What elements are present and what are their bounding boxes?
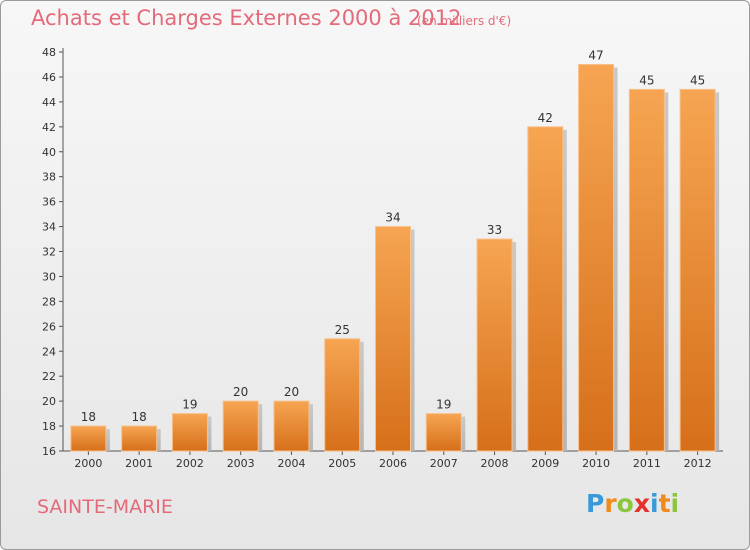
- bar-value-label: 20: [233, 385, 248, 399]
- x-tick-label: 2008: [481, 457, 509, 470]
- x-tick-label: 2009: [531, 457, 559, 470]
- bar-2001: [121, 425, 158, 452]
- bar-2000: [70, 425, 107, 452]
- y-tick-label: 24: [42, 345, 56, 358]
- y-tick-label: 48: [42, 46, 56, 59]
- bar-value-label: 34: [385, 211, 400, 225]
- y-tick-label: 16: [42, 445, 56, 458]
- bar-2007: [425, 413, 462, 452]
- bar-2011: [628, 88, 665, 452]
- bar-value-label: 19: [436, 398, 451, 412]
- y-tick-label: 36: [42, 196, 56, 209]
- y-tick-label: 38: [42, 171, 56, 184]
- logo-letter: x: [633, 489, 650, 518]
- chart-subtitle: (en milliers d'€): [417, 14, 512, 28]
- bar-2004: [273, 400, 310, 452]
- bar-value-label: 19: [182, 398, 197, 412]
- bar-2008: [476, 238, 513, 452]
- x-tick-label: 2010: [582, 457, 610, 470]
- y-tick-label: 46: [42, 71, 56, 84]
- x-tick-label: 2011: [633, 457, 661, 470]
- y-tick-label: 42: [42, 121, 56, 134]
- logo-letter: o: [616, 489, 634, 518]
- x-tick-label: 2006: [379, 457, 407, 470]
- x-tick-label: 2012: [684, 457, 712, 470]
- proxiti-logo: Proxiti: [586, 489, 679, 518]
- y-tick-label: 34: [42, 221, 56, 234]
- bar-value-label: 20: [284, 385, 299, 399]
- logo-letter: i: [650, 489, 659, 518]
- y-tick-label: 30: [42, 270, 56, 283]
- y-tick-label: 22: [42, 370, 56, 383]
- x-tick-label: 2002: [176, 457, 204, 470]
- x-tick-label: 2004: [277, 457, 305, 470]
- bar-2002: [171, 413, 208, 452]
- y-tick-label: 20: [42, 395, 56, 408]
- logo-letter: i: [670, 489, 680, 518]
- x-tick-label: 2003: [227, 457, 255, 470]
- bar-2009: [527, 126, 564, 452]
- bar-value-label: 18: [132, 410, 147, 424]
- bar-2005: [324, 338, 361, 452]
- bar-value-label: 25: [335, 323, 350, 337]
- logo-letter: t: [658, 489, 671, 518]
- bar-2010: [578, 63, 615, 452]
- bar-value-label: 45: [639, 73, 654, 87]
- bar-2012: [679, 88, 716, 452]
- bar-value-label: 18: [81, 410, 96, 424]
- x-tick-label: 2007: [430, 457, 458, 470]
- y-tick-label: 28: [42, 295, 56, 308]
- x-tick-label: 2001: [125, 457, 153, 470]
- x-tick-label: 2000: [74, 457, 102, 470]
- y-tick-label: 32: [42, 246, 56, 259]
- y-tick-label: 44: [42, 96, 56, 109]
- bar-value-label: 45: [690, 73, 705, 87]
- chart-title: Achats et Charges Externes 2000 à 2012: [31, 6, 462, 30]
- bar-value-label: 33: [487, 223, 502, 237]
- logo-letter: r: [604, 489, 617, 518]
- bar-value-label: 42: [538, 111, 553, 125]
- bar-2003: [222, 400, 259, 452]
- logo-letter: P: [586, 489, 605, 518]
- y-tick-label: 18: [42, 420, 56, 433]
- x-tick-label: 2005: [328, 457, 356, 470]
- bar-value-label: 47: [588, 48, 603, 62]
- commune-name: SAINTE-MARIE: [37, 496, 173, 518]
- y-tick-label: 26: [42, 320, 56, 333]
- y-tick-label: 40: [42, 146, 56, 159]
- bar-2006: [375, 226, 411, 452]
